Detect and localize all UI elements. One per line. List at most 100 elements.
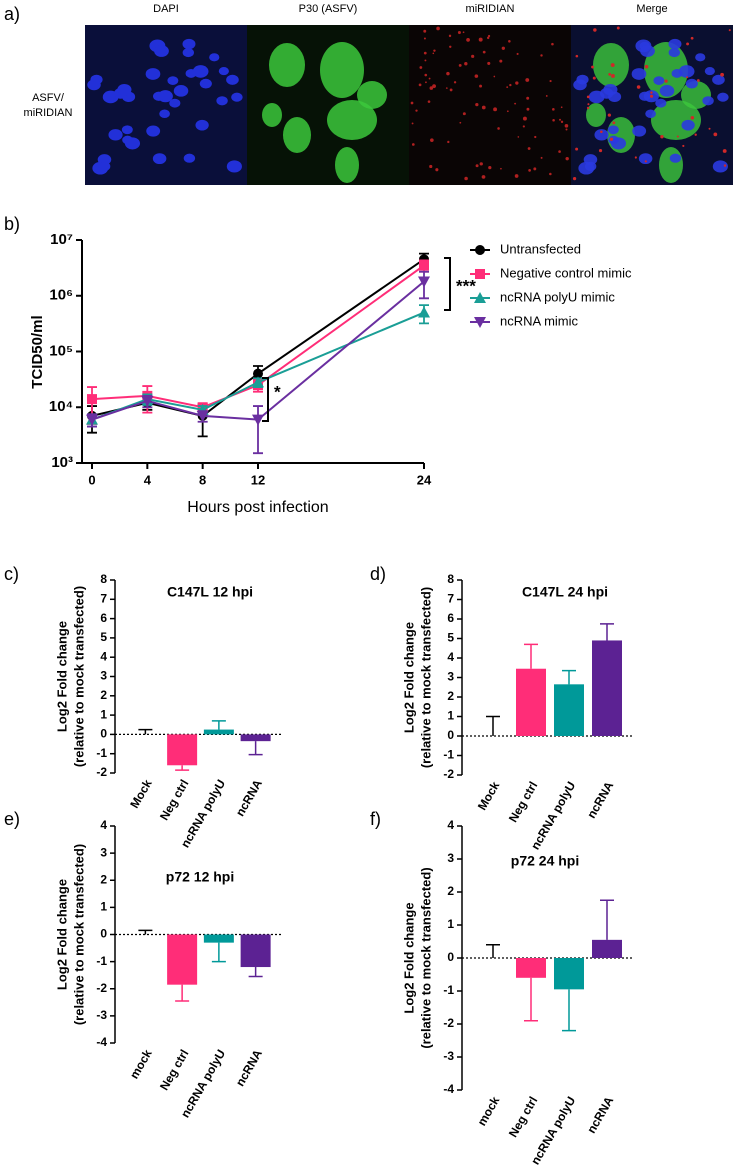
y-tick-label: -1 [96,954,107,968]
speckle [481,105,486,110]
speckle [533,167,537,171]
chart-title: p72 12 hpi [166,869,234,885]
speckle [522,116,527,121]
x-tick-label: Neg ctrl [157,777,191,823]
nucleus [167,76,179,85]
cell [327,100,377,140]
speckle [572,177,577,181]
y-tick-label: 8 [447,572,454,586]
nucleus [638,153,653,165]
legend-marker [474,317,486,328]
y-axis-label: (relative to mock transfected) [71,844,86,1025]
y-tick-label: 10⁶ [49,287,73,304]
panel-label: a) [4,4,20,24]
speckle [458,63,462,67]
y-tick-label: -2 [443,767,454,781]
speckle [435,168,439,172]
speckle [429,86,434,90]
y-tick-label: 10⁴ [49,398,73,415]
y-axis-label: Log2 Fold change [401,622,416,733]
speckle [425,81,427,84]
x-tick-label: mock [475,1094,503,1128]
panel-label: c) [4,564,19,584]
legend-label: ncRNA polyU mimic [500,289,615,304]
speckle [497,127,500,130]
y-axis-label: (relative to mock transfected) [418,587,433,768]
nucleus [226,160,242,173]
image-header: DAPI [153,3,179,15]
legend-marker [474,292,486,303]
image-header: Merge [636,3,667,15]
speckle [592,76,596,80]
speckle [514,174,519,178]
error-bar [562,669,576,685]
speckle [525,78,530,82]
cell [586,103,606,127]
speckle [690,115,695,120]
speckle [549,79,552,83]
speckle [424,73,428,77]
speckle [558,150,561,153]
y-tick-label: 1 [100,900,107,914]
speckle [600,130,603,134]
speckle [696,79,700,82]
speckle [515,81,519,85]
x-tick-label: 0 [88,472,95,487]
speckle [429,164,433,169]
nucleus [173,85,189,97]
nucleus [702,96,714,106]
nucleus [145,68,161,80]
error-bar [211,942,226,963]
speckle [481,175,486,179]
annotation: * [274,382,281,401]
speckle [482,50,486,54]
panel-label: f) [370,809,381,829]
marker [252,414,264,426]
speckle [475,102,479,107]
cell [335,147,359,183]
nucleus [632,125,647,137]
nucleus [678,65,695,78]
error-bar [562,989,576,1032]
speckle [424,59,427,62]
image-content [87,26,731,183]
nucleus [668,38,682,50]
nucleus [124,137,141,150]
nucleus [153,91,165,101]
speckle [453,81,457,84]
speckle [508,40,511,43]
speckle [607,113,611,117]
y-tick-label: 2 [447,884,454,898]
nucleus [603,84,618,96]
bar [592,939,622,958]
panel-label: d) [370,564,386,584]
speckle [723,164,727,167]
y-tick-label: 2 [100,872,107,886]
nucleus [182,48,194,58]
speckle [650,91,653,94]
x-tick-label: 8 [199,472,206,487]
speckle [487,34,491,38]
speckle [559,118,561,121]
nucleus [192,65,209,78]
cell [262,103,282,127]
speckle [430,138,434,143]
speckle [528,169,531,172]
y-axis-label: TCID50/ml [29,315,46,388]
panel-label: e) [4,809,20,829]
miridian-image [409,25,571,185]
speckle [540,54,543,57]
marker [86,414,98,426]
y-tick-label: 1 [447,709,454,723]
y-tick-label: 8 [100,572,107,586]
cell [269,43,305,87]
speckle [591,65,595,69]
nucleus [199,78,212,89]
error-bar [253,405,263,455]
annotation: *** [456,276,476,295]
panel-label: b) [4,214,20,234]
x-tick-label: mock [127,1047,155,1081]
speckle [464,62,468,66]
speckle [612,121,616,125]
